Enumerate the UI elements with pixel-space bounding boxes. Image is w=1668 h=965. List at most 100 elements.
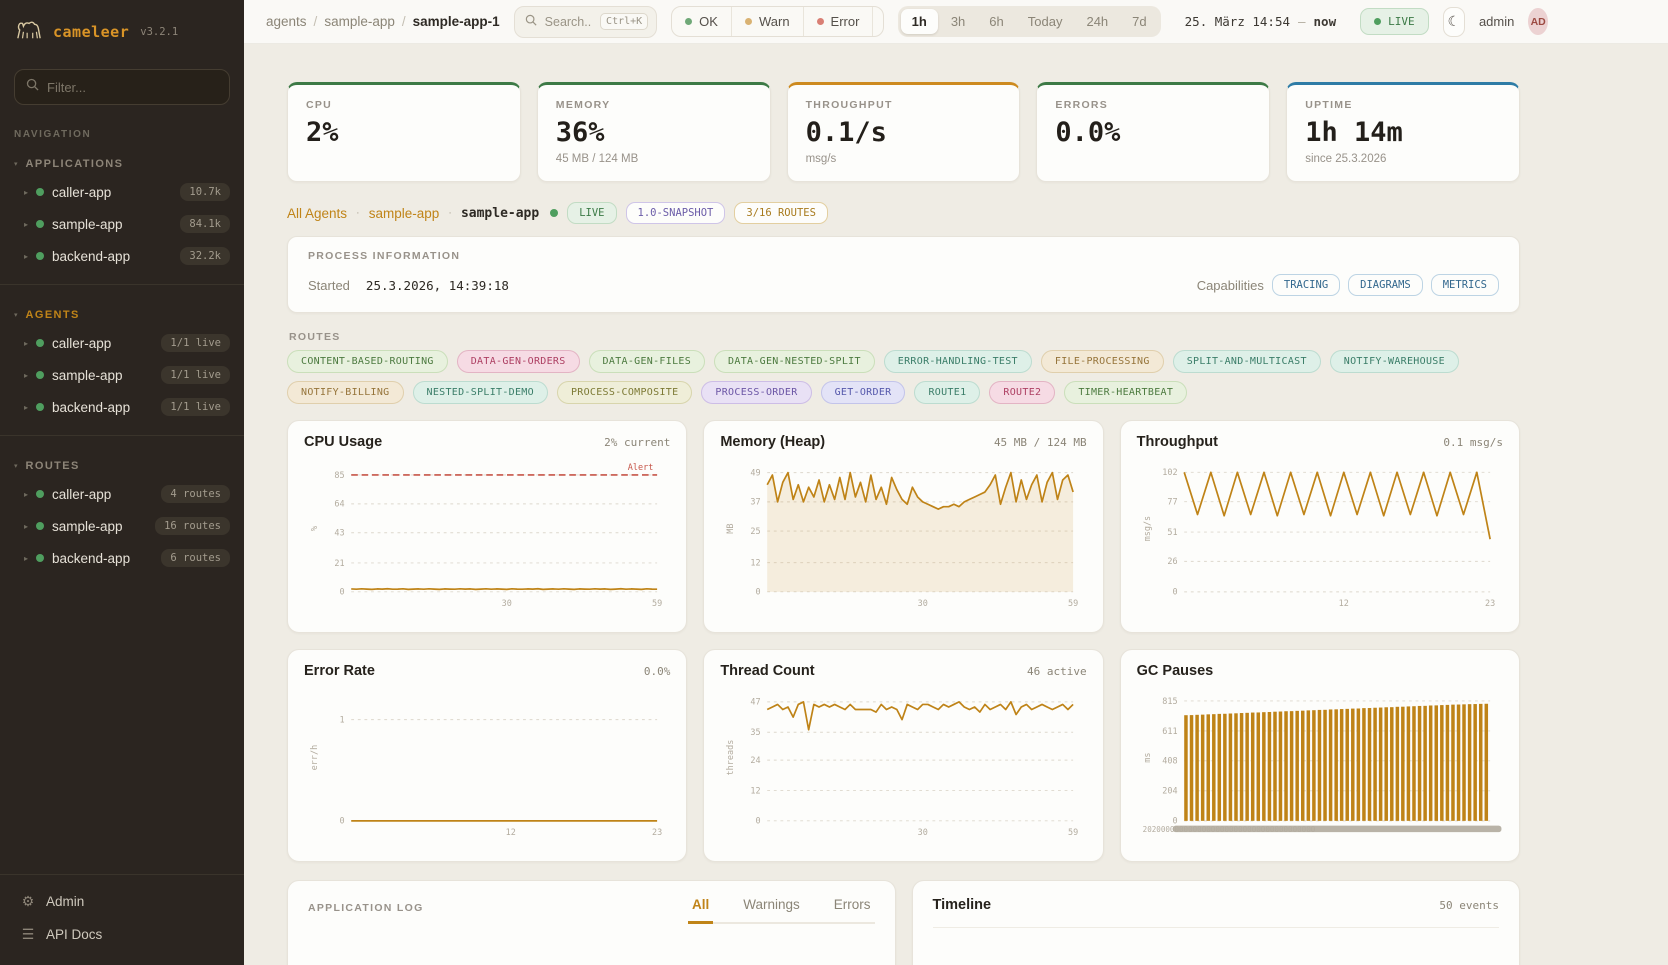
sidebar-item-sample-app[interactable]: ▸ sample-app 1/1 live [0, 359, 244, 391]
time-range-7d[interactable]: 7d [1121, 9, 1157, 34]
sidebar-item-caller-app[interactable]: ▸ caller-app 10.7k [0, 176, 244, 208]
search-icon [26, 78, 39, 96]
sidebar-item-sample-app[interactable]: ▸ sample-app 16 routes [0, 510, 244, 542]
status-dot-icon [36, 522, 45, 530]
time-range-1h[interactable]: 1h [900, 9, 938, 34]
chart-scrollbar[interactable] [1172, 825, 1502, 833]
sidebar-footer-api-docs[interactable]: ☰ API Docs [14, 918, 230, 951]
live-label: LIVE [1388, 15, 1415, 28]
time-range-6h[interactable]: 6h [978, 9, 1014, 34]
svg-text:59: 59 [1068, 828, 1078, 838]
sidebar-item-badge: 1/1 live [161, 398, 230, 416]
route-chip-split-and-multicast[interactable]: SPLIT-AND-MULTICAST [1172, 350, 1321, 373]
route-chip-error-handling-test[interactable]: ERROR-HANDLING-TEST [883, 350, 1032, 373]
svg-text:59: 59 [1068, 599, 1078, 609]
top-bar: agents / sample-app / sample-app-1 Ctrl+K OK… [244, 0, 1668, 44]
sidebar-section-header[interactable]: ▾ AGENTS [0, 303, 244, 327]
sidebar-item-backend-app[interactable]: ▸ backend-app 6 routes [0, 542, 244, 574]
route-chip-route2[interactable]: ROUTE2 [989, 381, 1056, 404]
route-chip-notify-warehouse[interactable]: NOTIFY-WAREHOUSE [1329, 350, 1459, 373]
timeline-panel: Timeline 50 events [911, 879, 1520, 965]
log-tab-warnings[interactable]: Warnings [743, 896, 800, 912]
sidebar-item-caller-app[interactable]: ▸ caller-app 1/1 live [0, 327, 244, 359]
sidebar-filter[interactable] [14, 69, 230, 105]
live-toggle[interactable]: LIVE [1360, 8, 1429, 35]
status-dot-icon [744, 18, 752, 25]
chart-card-memory-heap-: Memory (Heap) 45 MB / 124 MB 0 12 25 37 49 MB 30… [703, 420, 1104, 633]
log-tab-errors[interactable]: Errors [833, 896, 871, 912]
time-range-today[interactable]: Today [1017, 9, 1074, 34]
sidebar-item-backend-app[interactable]: ▸ backend-app 32.2k [0, 240, 244, 272]
breadcrumb-item[interactable]: agents [266, 14, 307, 29]
time-range-24h[interactable]: 24h [1075, 9, 1119, 34]
time-range-3h[interactable]: 3h [940, 9, 976, 34]
svg-text:30: 30 [918, 599, 928, 609]
sidebar-section-header[interactable]: ▾ APPLICATIONS [0, 152, 244, 176]
route-chip-process-composite[interactable]: PROCESS-COMPOSITE [556, 381, 693, 404]
chart-svg-holder: 0 12 25 37 49 MB 30 59 [720, 454, 1086, 624]
agent-breadcrumb-link[interactable]: All Agents [287, 205, 348, 221]
route-chip-route1[interactable]: ROUTE1 [914, 381, 981, 404]
status-filter-running[interactable]: Running [873, 7, 882, 36]
menu-icon: ☰ [21, 926, 35, 942]
route-chip-data-gen-files[interactable]: DATA-GEN-FILES [588, 350, 706, 373]
status-dot-icon [816, 18, 824, 25]
sidebar-item-badge: 4 routes [161, 485, 230, 503]
svg-text:51: 51 [1167, 528, 1177, 538]
stat-card-errors: ERRORS 0.0% [1036, 82, 1271, 182]
stat-value: 2% [306, 117, 339, 148]
chevron-right-icon: ▸ [24, 402, 29, 412]
status-dot-icon [36, 188, 45, 196]
divider [0, 435, 244, 436]
agent-selector-bar: All Agents · sample-app · sample-app LIVE 1.0-… [287, 202, 1520, 224]
filter-input[interactable] [47, 79, 218, 95]
status-filter-warn[interactable]: Warn [732, 7, 804, 36]
svg-text:204: 204 [1162, 787, 1177, 797]
chart-current-value: 46 active [1027, 664, 1087, 678]
chevron-right-icon: ▸ [24, 521, 29, 531]
breadcrumb-item[interactable]: sample-app [324, 14, 395, 29]
user-name: admin [1478, 14, 1515, 29]
log-tab-all[interactable]: All [687, 897, 714, 924]
chart-plot: 0 12 24 35 47 threads 30 59 [727, 698, 1079, 838]
dark-mode-toggle[interactable]: ☾ [1442, 6, 1465, 37]
avatar[interactable]: AD [1528, 8, 1548, 35]
sidebar-section-header[interactable]: ▾ ROUTES [0, 454, 244, 478]
route-chip-content-based-routing[interactable]: CONTENT-BASED-ROUTING [287, 350, 448, 373]
sidebar-footer-admin[interactable]: ⚙ Admin [14, 885, 230, 918]
log-tabs: All Warnings Errors [687, 896, 875, 924]
current-agent-name: sample-app [460, 205, 540, 221]
stat-label: MEMORY [555, 99, 611, 111]
process-info-card: PROCESS INFORMATION Started 25.3.2026, 1… [287, 236, 1520, 313]
capabilities-group: Capabilities TRACING DIAGRAMS METRICS [1197, 274, 1499, 296]
svg-text:12: 12 [506, 828, 516, 838]
date-range[interactable]: 25. März 14:54 — now [1175, 14, 1346, 29]
sidebar-item-sample-app[interactable]: ▸ sample-app 84.1k [0, 208, 244, 240]
svg-text:37: 37 [751, 498, 761, 508]
route-chip-process-order[interactable]: PROCESS-ORDER [701, 381, 812, 404]
route-chip-data-gen-orders[interactable]: DATA-GEN-ORDERS [456, 350, 580, 373]
route-chip-data-gen-nested-split[interactable]: DATA-GEN-NESTED-SPLIT [714, 350, 875, 373]
main-area: agents / sample-app / sample-app-1 Ctrl+K OK… [244, 0, 1668, 965]
status-filter-error[interactable]: Error [804, 7, 874, 36]
chart-header: Thread Count 46 active [720, 663, 1086, 679]
global-search[interactable]: Ctrl+K [513, 5, 658, 38]
status-dot-icon [36, 252, 45, 260]
svg-text:0: 0 [339, 588, 344, 598]
route-chip-nested-split-demo[interactable]: NESTED-SPLIT-DEMO [412, 381, 548, 404]
svg-text:0: 0 [1172, 588, 1177, 598]
chart-svg-holder: 0 204 408 611 815 ms 2020000000000000000000000… [1137, 683, 1503, 853]
search-input[interactable] [544, 14, 593, 29]
app-version: v3.2.1 [140, 25, 179, 38]
chevron-right-icon: ▸ [24, 338, 29, 348]
status-filter-ok[interactable]: OK [672, 7, 732, 36]
route-chip-file-processing[interactable]: FILE-PROCESSING [1040, 350, 1164, 373]
sidebar-item-label: sample-app [52, 367, 123, 383]
agent-breadcrumb-link[interactable]: sample-app [368, 205, 440, 221]
process-info-title: PROCESS INFORMATION [308, 250, 461, 262]
sidebar-item-caller-app[interactable]: ▸ caller-app 4 routes [0, 478, 244, 510]
sidebar-item-backend-app[interactable]: ▸ backend-app 1/1 live [0, 391, 244, 423]
route-chip-get-order[interactable]: GET-ORDER [820, 381, 906, 404]
route-chip-timer-heartbeat[interactable]: TIMER-HEARTBEAT [1064, 381, 1188, 404]
route-chip-notify-billing[interactable]: NOTIFY-BILLING [287, 381, 404, 404]
